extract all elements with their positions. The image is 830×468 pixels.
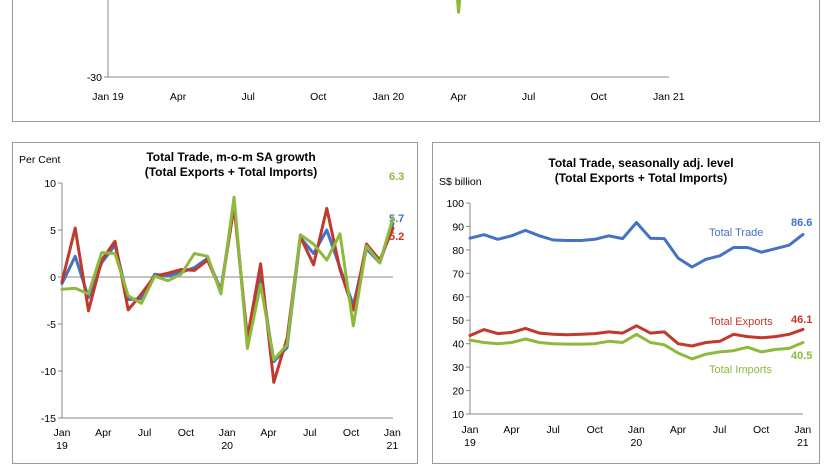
y-tick-label: 0 bbox=[50, 272, 56, 284]
x-tick-label: Jul bbox=[546, 424, 559, 436]
y-tick-label: 5 bbox=[50, 225, 56, 237]
y-tick-label: -5 bbox=[47, 319, 56, 331]
x-tick-label: Oct bbox=[587, 424, 603, 436]
x-tick-label: Oct bbox=[310, 91, 326, 103]
series-imports bbox=[60, 195, 395, 362]
x-tick-year: 20 bbox=[221, 440, 233, 452]
chart-title: Total Trade, seasonally adj. level bbox=[548, 156, 733, 170]
x-tick-year: 20 bbox=[631, 437, 643, 449]
series-name-trade: Total Trade bbox=[709, 227, 763, 239]
y-tick-label: 60 bbox=[452, 292, 464, 304]
level-chart: Total Trade, seasonally adj. level(Total… bbox=[439, 156, 812, 449]
x-tick-label: Jan 19 bbox=[92, 91, 124, 103]
series-name-imports: Total Imports bbox=[709, 364, 772, 376]
x-tick-label: Jan 20 bbox=[373, 91, 405, 103]
y-axis-label: Per Cent bbox=[19, 154, 61, 166]
chart-subtitle: (Total Exports + Total Imports) bbox=[555, 171, 728, 185]
chart-subtitle: (Total Exports + Total Imports) bbox=[145, 165, 318, 179]
end-value-trade: 86.6 bbox=[791, 217, 812, 229]
series-exports bbox=[60, 205, 395, 384]
series-exports bbox=[468, 324, 805, 348]
x-tick-label: Jul bbox=[138, 427, 151, 439]
x-tick-label: Jan 21 bbox=[653, 91, 685, 103]
x-tick-label: Oct bbox=[178, 427, 194, 439]
x-tick-label: Jan bbox=[462, 424, 479, 436]
y-tick-label: 20 bbox=[452, 386, 464, 398]
series-imports bbox=[468, 332, 805, 361]
x-tick-year: 19 bbox=[464, 437, 476, 449]
x-tick-year: 19 bbox=[56, 440, 68, 452]
series-imports bbox=[455, 0, 462, 14]
y-tick-label: -15 bbox=[41, 413, 56, 425]
y-tick-label: 90 bbox=[452, 221, 464, 233]
x-tick-label: Oct bbox=[753, 424, 769, 436]
x-tick-label: Jan bbox=[219, 427, 236, 439]
series-line-imports bbox=[455, 0, 462, 14]
y-tick-label: 50 bbox=[452, 315, 464, 327]
y-axis-label: S$ billion bbox=[439, 176, 482, 188]
y-tick-label: -10 bbox=[41, 366, 56, 378]
x-tick-label: Jul bbox=[303, 427, 316, 439]
end-value-exports: 5.2 bbox=[389, 231, 404, 243]
x-tick-label: Apr bbox=[670, 424, 687, 436]
y-tick-label: 70 bbox=[452, 268, 464, 280]
x-tick-label: Apr bbox=[260, 427, 277, 439]
level-chart-panel: Total Trade, seasonally adj. level (Total… bbox=[432, 142, 820, 464]
x-tick-label: Oct bbox=[591, 91, 607, 103]
series-line-imports bbox=[60, 195, 395, 362]
x-tick-year: 21 bbox=[387, 440, 399, 452]
x-tick-label: Apr bbox=[95, 427, 112, 439]
x-tick-label: Apr bbox=[503, 424, 520, 436]
y-tick-label: -25 bbox=[87, 0, 102, 3]
end-value-exports: 46.1 bbox=[791, 314, 812, 326]
y-tick-label: 10 bbox=[452, 409, 464, 421]
x-tick-label: Jan bbox=[628, 424, 645, 436]
x-tick-label: Jul bbox=[713, 424, 726, 436]
x-tick-label: Apr bbox=[450, 91, 467, 103]
end-value-imports: 6.3 bbox=[389, 171, 404, 183]
chart-title: Total Trade, m-o-m SA growth bbox=[146, 150, 315, 164]
x-tick-year: 21 bbox=[797, 437, 809, 449]
y-tick-label: 10 bbox=[44, 178, 56, 190]
series-trade bbox=[468, 221, 805, 269]
x-tick-label: Jan bbox=[54, 427, 71, 439]
y-tick-label: 80 bbox=[452, 245, 464, 257]
x-tick-label: Jan bbox=[384, 427, 401, 439]
x-tick-label: Jul bbox=[522, 91, 535, 103]
mom-growth-chart: Total Trade, m-o-m SA growth(Total Expor… bbox=[19, 150, 404, 452]
series-line-exports bbox=[60, 205, 395, 384]
x-tick-label: Jul bbox=[241, 91, 254, 103]
end-value-imports: 40.5 bbox=[791, 350, 812, 362]
y-tick-label: -30 bbox=[87, 72, 102, 84]
y-tick-label: 40 bbox=[452, 339, 464, 351]
x-tick-label: Apr bbox=[170, 91, 187, 103]
mom-growth-chart-panel: Total Trade, m-o-m SA growth (Total Expor… bbox=[12, 142, 418, 464]
x-tick-label: Oct bbox=[343, 427, 359, 439]
y-tick-label: 30 bbox=[452, 362, 464, 374]
series-name-exports: Total Exports bbox=[709, 316, 773, 328]
y-tick-label: 100 bbox=[446, 198, 464, 210]
x-tick-label: Jan bbox=[794, 424, 811, 436]
